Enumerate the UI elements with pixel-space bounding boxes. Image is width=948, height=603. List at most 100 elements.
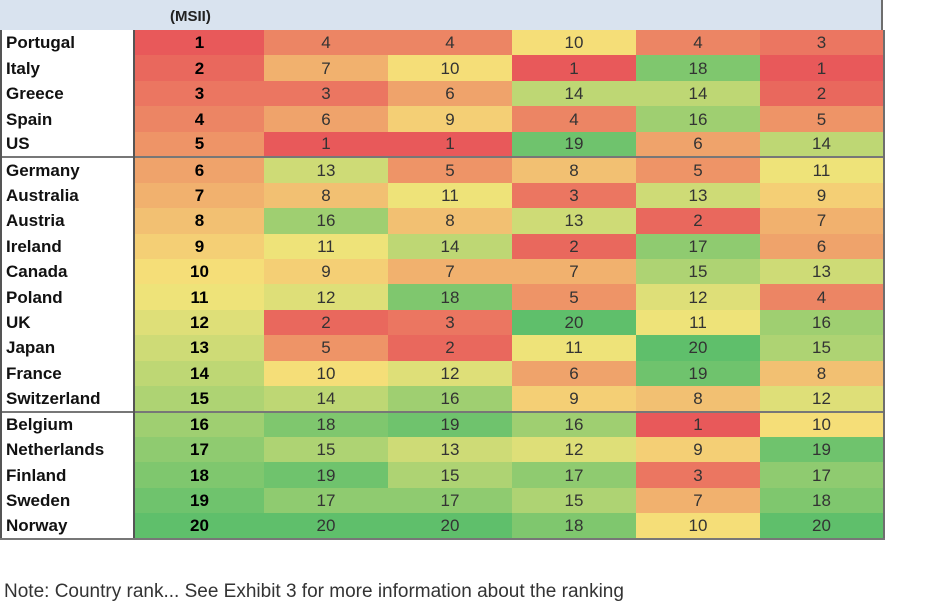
msii-rank-cell: 16	[134, 410, 264, 437]
rank-value-cell: 6	[264, 106, 388, 132]
country-name-cell: Sweden	[0, 487, 135, 514]
rank-value-cell: 4	[388, 30, 512, 56]
rank-value-cell: 7	[388, 258, 512, 285]
rank-value-cell: 6	[760, 233, 885, 259]
table-row: Netherlands 17 15 13 12 9 19	[0, 437, 885, 463]
rank-value-cell: 4	[760, 284, 885, 310]
rank-value-cell: 8	[388, 208, 512, 234]
rank-value-cell: 13	[264, 156, 388, 183]
msii-rank-cell: 2	[134, 55, 264, 81]
table-row: Canada 10 9 7 7 15 13	[0, 258, 885, 285]
table-row: France 14 10 12 6 19 8	[0, 360, 885, 387]
table-row: Switzerland 15 14 16 9 8 12	[0, 386, 885, 412]
rank-value-cell: 3	[760, 30, 885, 56]
table-row: Spain 4 6 9 4 16 5	[0, 106, 885, 132]
table-row: Belgium 16 18 19 16 1 10	[0, 410, 885, 437]
msii-rank-cell: 10	[134, 258, 264, 285]
msii-rank-cell: 3	[134, 80, 264, 107]
msii-rank-cell: 8	[134, 208, 264, 234]
rank-value-cell: 14	[512, 80, 636, 107]
rank-value-cell: 13	[388, 437, 512, 463]
table-row: Sweden 19 17 17 15 7 18	[0, 487, 885, 514]
rank-value-cell: 12	[760, 386, 885, 412]
rank-value-cell: 13	[760, 258, 885, 285]
rank-value-cell: 17	[264, 487, 388, 514]
country-name-cell: Germany	[0, 156, 135, 183]
rank-value-cell: 17	[388, 487, 512, 514]
msii-rank-cell: 18	[134, 462, 264, 488]
country-name-cell: Belgium	[0, 410, 135, 437]
rank-value-cell: 9	[388, 106, 512, 132]
msii-rank-cell: 5	[134, 131, 264, 158]
msii-rank-cell: 12	[134, 309, 264, 336]
rank-value-cell: 19	[512, 131, 636, 158]
rank-value-cell: 8	[636, 386, 760, 412]
rank-value-cell: 11	[760, 156, 885, 183]
table-row: Finland 18 19 15 17 3 17	[0, 462, 885, 488]
rank-value-cell: 16	[512, 410, 636, 437]
rank-value-cell: 5	[264, 335, 388, 361]
rank-value-cell: 20	[512, 309, 636, 336]
country-name-cell: Finland	[0, 462, 135, 488]
rank-value-cell: 15	[264, 437, 388, 463]
rank-value-cell: 1	[388, 131, 512, 158]
table-row: Ireland 9 11 14 2 17 6	[0, 233, 885, 259]
rank-value-cell: 2	[264, 309, 388, 336]
country-name-cell: Austria	[0, 208, 135, 234]
country-name-cell: Spain	[0, 106, 135, 132]
country-name-cell: Canada	[0, 258, 135, 285]
rank-value-cell: 19	[636, 360, 760, 387]
rank-value-cell: 6	[636, 131, 760, 158]
rank-value-cell: 11	[512, 335, 636, 361]
rank-value-cell: 20	[264, 513, 388, 540]
rank-value-cell: 13	[512, 208, 636, 234]
rank-value-cell: 9	[512, 386, 636, 412]
rank-value-cell: 5	[388, 156, 512, 183]
rank-value-cell: 20	[388, 513, 512, 540]
msii-rank-cell: 4	[134, 106, 264, 132]
rank-value-cell: 17	[760, 462, 885, 488]
rank-value-cell: 1	[512, 55, 636, 81]
rank-value-cell: 8	[760, 360, 885, 387]
table-row: Austria 8 16 8 13 2 7	[0, 208, 885, 234]
rank-value-cell: 14	[636, 80, 760, 107]
table-row: Italy 2 7 10 1 18 1	[0, 55, 885, 81]
rank-value-cell: 18	[636, 55, 760, 81]
rank-value-cell: 5	[512, 284, 636, 310]
rank-value-cell: 12	[636, 284, 760, 310]
table-row: US 5 1 1 19 6 14	[0, 131, 885, 158]
table-row: Australia 7 8 11 3 13 9	[0, 182, 885, 209]
rank-value-cell: 15	[512, 487, 636, 514]
rank-value-cell: 1	[264, 131, 388, 158]
rank-value-cell: 3	[512, 182, 636, 209]
rank-value-cell: 2	[512, 233, 636, 259]
country-name-cell: Japan	[0, 335, 135, 361]
rank-value-cell: 7	[636, 487, 760, 514]
rank-value-cell: 7	[512, 258, 636, 285]
rank-value-cell: 16	[388, 386, 512, 412]
country-name-cell: Australia	[0, 182, 135, 209]
table-note: Note: Country rank... See Exhibit 3 for …	[4, 581, 624, 602]
rank-value-cell: 18	[264, 410, 388, 437]
rank-value-cell: 16	[636, 106, 760, 132]
country-name-cell: Norway	[0, 513, 135, 540]
msii-rank-cell: 15	[134, 386, 264, 412]
rank-value-cell: 6	[388, 80, 512, 107]
msii-rank-cell: 11	[134, 284, 264, 310]
rank-value-cell: 9	[264, 258, 388, 285]
rank-value-cell: 5	[760, 106, 885, 132]
msii-rank-cell: 19	[134, 487, 264, 514]
country-ranking-table: Portugal 1 4 4 10 4 3 Italy 2 7 10 1 18 1 Greece 3 3 6 14 1…	[0, 30, 885, 540]
rank-value-cell: 8	[264, 182, 388, 209]
rank-value-cell: 15	[760, 335, 885, 361]
rank-column-header: (MSII)	[170, 8, 211, 25]
rank-value-cell: 8	[512, 156, 636, 183]
country-name-cell: Switzerland	[0, 386, 135, 412]
rank-value-cell: 19	[264, 462, 388, 488]
rank-value-cell: 18	[760, 487, 885, 514]
rank-value-cell: 11	[636, 309, 760, 336]
country-name-cell: US	[0, 131, 135, 158]
rank-value-cell: 14	[264, 386, 388, 412]
msii-rank-cell: 17	[134, 437, 264, 463]
rank-value-cell: 1	[636, 410, 760, 437]
